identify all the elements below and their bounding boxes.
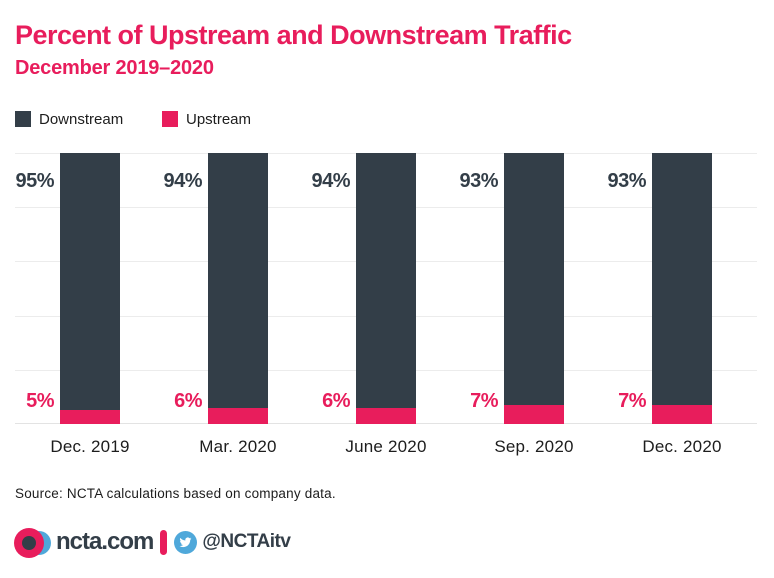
downstream-value-label: 95%	[15, 170, 54, 192]
x-axis-label: Dec. 2019	[50, 437, 130, 456]
x-axis-label: Mar. 2020	[199, 437, 277, 456]
bar-sep-2020	[504, 153, 564, 424]
downstream-value-label: 94%	[163, 170, 202, 192]
upstream-value-label: 7%	[470, 390, 498, 412]
ncta-site-text: ncta.com	[56, 528, 154, 555]
x-axis-label: Dec. 2020	[642, 437, 722, 456]
ncta-logo-dark-dot	[22, 535, 36, 550]
upstream-swatch-icon	[162, 111, 178, 127]
legend-item-upstream: Upstream	[162, 110, 251, 128]
source-note: Source: NCTA calculations based on compa…	[15, 486, 336, 501]
downstream-value-label: 93%	[459, 170, 498, 192]
downstream-segment	[208, 153, 268, 408]
upstream-segment	[356, 407, 416, 424]
chart-plot: 95% 5% Dec. 2019 94% 6% Mar. 2020 94% 6% June 20…	[15, 153, 757, 456]
downstream-segment	[356, 153, 416, 408]
page-subtitle: December 2019–2020	[15, 57, 214, 79]
upstream-segment	[504, 405, 564, 424]
upstream-segment	[208, 407, 268, 424]
bar-dec-2020	[652, 153, 712, 424]
legend-label-downstream: Downstream	[39, 110, 124, 128]
bar-mar-2020	[208, 153, 268, 424]
upstream-value-label: 6%	[322, 390, 350, 412]
downstream-swatch-icon	[15, 111, 31, 127]
x-axis-label: June 2020	[345, 437, 427, 456]
twitter-handle-text: @NCTAitv	[202, 531, 291, 552]
upstream-value-label: 5%	[26, 390, 54, 412]
x-axis-label: Sep. 2020	[494, 437, 574, 456]
bar-june-2020	[356, 153, 416, 424]
page-title: Percent of Upstream and Downstream Traff…	[15, 20, 572, 50]
brand-footer: ncta.com @NCTAitv	[14, 526, 291, 558]
upstream-segment	[652, 405, 712, 424]
downstream-segment	[504, 153, 564, 406]
downstream-segment	[60, 153, 120, 411]
twitter-bird-icon	[174, 530, 198, 554]
upstream-value-label: 7%	[618, 390, 646, 412]
separator-bar	[160, 529, 168, 555]
downstream-value-label: 94%	[311, 170, 350, 192]
upstream-value-label: 6%	[174, 390, 202, 412]
downstream-value-label: 93%	[607, 170, 646, 192]
legend-label-upstream: Upstream	[186, 110, 252, 128]
upstream-segment	[60, 410, 120, 424]
legend-item-downstream: Downstream	[15, 110, 123, 128]
ncta-logo-icon	[14, 527, 52, 558]
downstream-segment	[652, 153, 712, 406]
bar-dec-2019	[60, 153, 120, 424]
